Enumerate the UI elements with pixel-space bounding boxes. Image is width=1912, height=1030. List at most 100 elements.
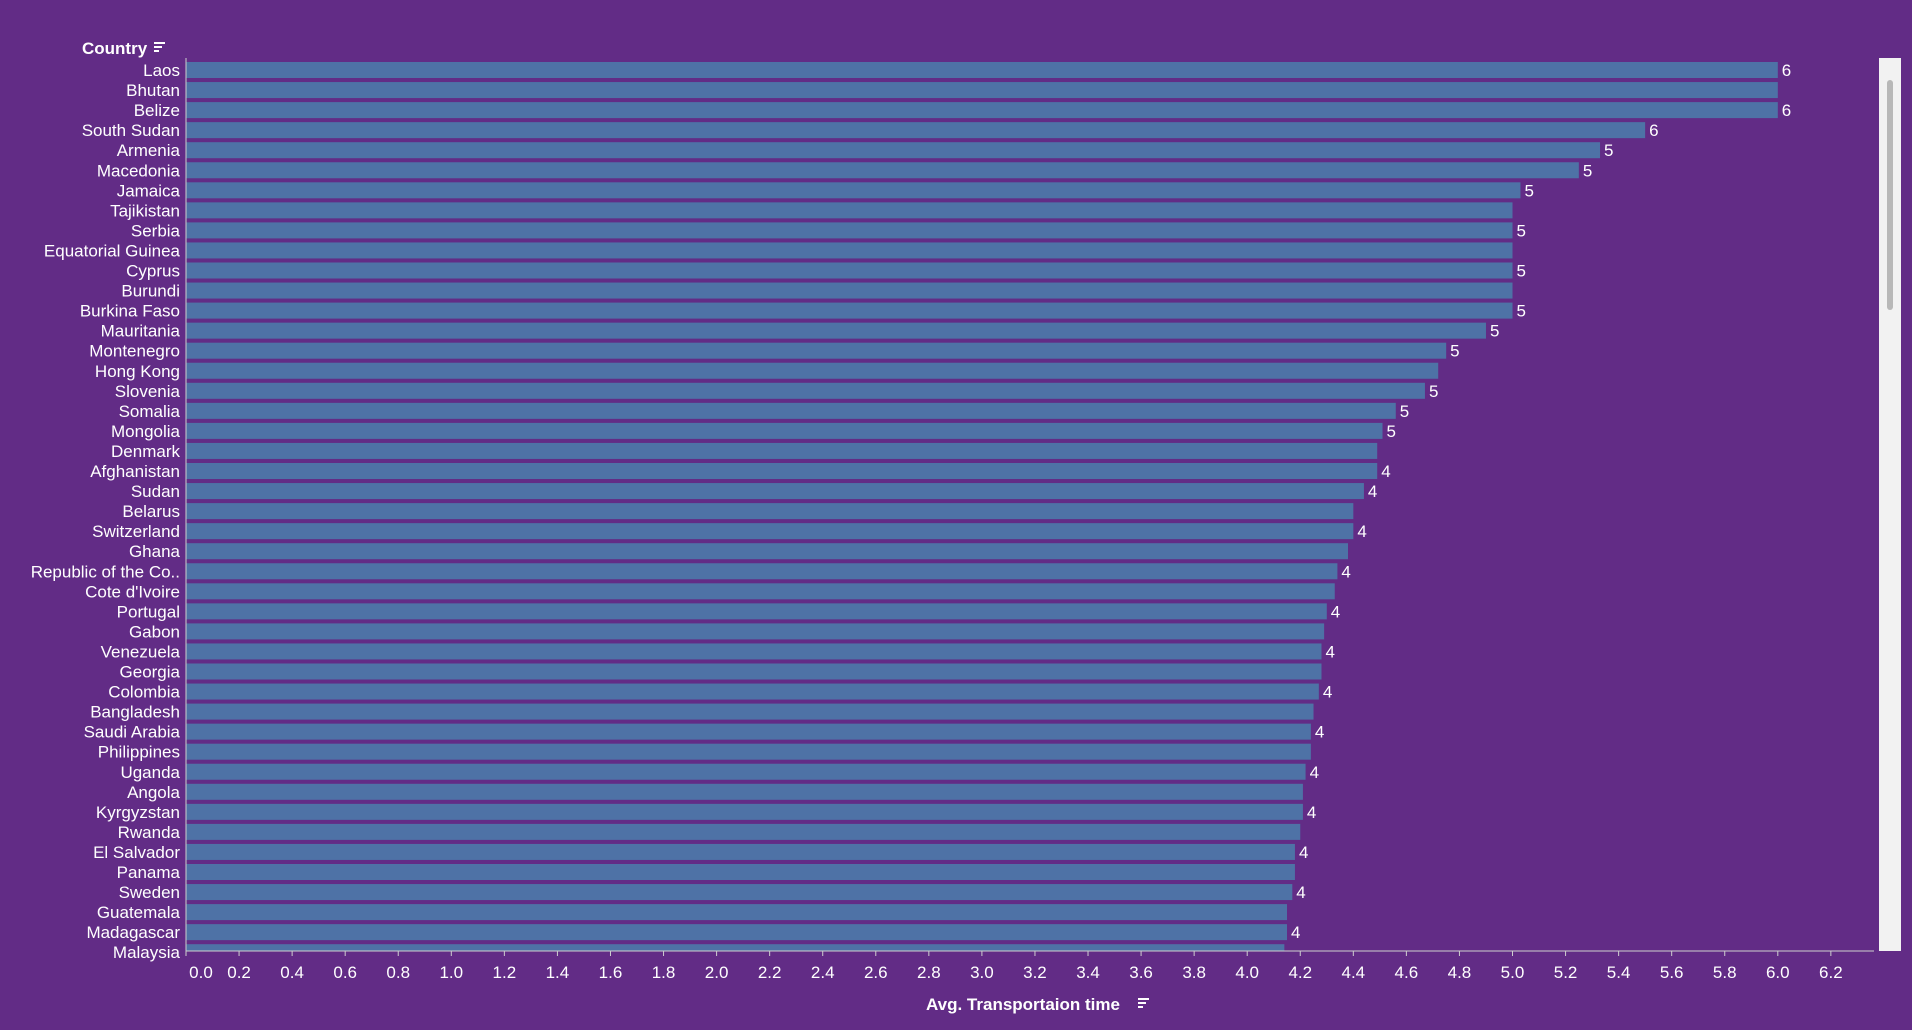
bar-row: Mongolia 5 xyxy=(111,422,1396,441)
bar[interactable] xyxy=(186,402,1396,419)
bar[interactable] xyxy=(186,543,1349,560)
data-label: 4 xyxy=(1296,883,1305,902)
x-tick-label: 3.6 xyxy=(1129,963,1153,982)
bar[interactable] xyxy=(186,463,1378,479)
bar[interactable] xyxy=(186,82,1778,99)
bar[interactable] xyxy=(186,843,1295,860)
data-label: 5 xyxy=(1604,141,1613,160)
bar[interactable] xyxy=(186,683,1319,700)
category-label: Georgia xyxy=(120,663,181,682)
bar[interactable] xyxy=(186,703,1314,720)
bar[interactable] xyxy=(186,62,1778,78)
data-label: 4 xyxy=(1325,642,1334,661)
bar[interactable] xyxy=(186,322,1486,339)
bar[interactable] xyxy=(186,743,1311,760)
x-axis-sort-icon[interactable] xyxy=(1138,998,1149,1008)
bar[interactable] xyxy=(186,302,1513,319)
y-axis-sort-icon[interactable] xyxy=(154,42,165,52)
bar-row: Kyrgyzstan 4 xyxy=(96,803,1316,822)
bar[interactable] xyxy=(186,803,1303,820)
bar[interactable] xyxy=(186,643,1322,660)
x-tick-label: 3.0 xyxy=(970,963,994,982)
bar-row: Montenegro 5 xyxy=(89,342,1459,361)
data-label: 4 xyxy=(1368,482,1377,501)
bar[interactable] xyxy=(186,603,1327,620)
bar-row: Mauritania 5 xyxy=(101,322,1500,341)
scrollbar-thumb[interactable] xyxy=(1887,80,1893,310)
category-label: Venezuela xyxy=(101,642,181,661)
bar[interactable] xyxy=(186,142,1601,159)
bar[interactable] xyxy=(186,442,1378,459)
bar-row: Cote d'Ivoire xyxy=(85,582,1335,601)
data-label: 4 xyxy=(1299,843,1308,862)
bar-row: Sudan 4 xyxy=(131,482,1378,501)
x-tick-label: 5.4 xyxy=(1607,963,1631,982)
bar-row: Malaysia xyxy=(113,943,1285,962)
x-tick-label: 0.8 xyxy=(386,963,410,982)
bar[interactable] xyxy=(186,623,1325,640)
bar[interactable] xyxy=(186,222,1513,239)
bar[interactable] xyxy=(186,823,1301,840)
bar[interactable] xyxy=(186,342,1447,359)
category-label: Malaysia xyxy=(113,943,181,962)
bar-row: Belize 6 xyxy=(134,101,1792,120)
bar[interactable] xyxy=(186,864,1295,880)
category-label: Equatorial Guinea xyxy=(44,241,181,260)
category-label: Burundi xyxy=(121,282,180,301)
bar-row: Cyprus 5 xyxy=(126,262,1526,281)
x-tick-label: 0.0 xyxy=(189,963,213,982)
bar-row: Afghanistan 4 xyxy=(90,462,1390,481)
category-label: Belarus xyxy=(122,502,180,521)
vertical-scrollbar[interactable] xyxy=(1879,58,1901,951)
data-label: 5 xyxy=(1490,322,1499,341)
bar[interactable] xyxy=(186,563,1338,580)
bar-row: Republic of the Co.. 4 xyxy=(31,562,1351,581)
bar[interactable] xyxy=(186,262,1513,279)
bar[interactable] xyxy=(186,944,1285,951)
category-label: Mongolia xyxy=(111,422,181,441)
category-label: Republic of the Co.. xyxy=(31,562,180,581)
bar[interactable] xyxy=(186,503,1354,520)
bar[interactable] xyxy=(186,242,1513,259)
bar-row: Somalia 5 xyxy=(119,402,1410,421)
category-label: Angola xyxy=(127,783,180,802)
category-label: Jamaica xyxy=(117,181,181,200)
x-tick-label: 2.6 xyxy=(864,963,888,982)
bar[interactable] xyxy=(186,382,1425,399)
bar[interactable] xyxy=(186,422,1383,439)
category-label: El Salvador xyxy=(93,843,180,862)
bar[interactable] xyxy=(186,162,1579,179)
x-tick-label: 0.4 xyxy=(280,963,304,982)
data-label: 5 xyxy=(1583,161,1592,180)
bar[interactable] xyxy=(186,783,1303,800)
bar[interactable] xyxy=(186,282,1513,299)
bar[interactable] xyxy=(186,102,1778,119)
bar-row: South Sudan 6 xyxy=(82,121,1659,140)
category-label: Afghanistan xyxy=(90,462,180,481)
x-tick-label: 5.2 xyxy=(1554,963,1578,982)
y-axis-title: Country xyxy=(82,39,148,58)
data-label: 4 xyxy=(1307,803,1316,822)
x-tick-label: 5.8 xyxy=(1713,963,1737,982)
bar[interactable] xyxy=(186,663,1322,680)
bar[interactable] xyxy=(186,483,1364,500)
bar[interactable] xyxy=(186,763,1306,780)
bar[interactable] xyxy=(186,583,1335,600)
bar[interactable] xyxy=(186,122,1646,139)
bar[interactable] xyxy=(186,182,1521,199)
category-label: Mauritania xyxy=(101,322,181,341)
bar-row: Armenia 5 xyxy=(117,141,1614,160)
bar[interactable] xyxy=(186,723,1311,740)
bar[interactable] xyxy=(186,523,1354,540)
bar[interactable] xyxy=(186,904,1287,921)
bar[interactable] xyxy=(186,884,1293,901)
category-label: Sudan xyxy=(131,482,180,501)
bar[interactable] xyxy=(186,362,1439,379)
category-label: Switzerland xyxy=(92,522,180,541)
bar[interactable] xyxy=(186,924,1287,941)
x-tick-label: 4.2 xyxy=(1288,963,1312,982)
bar-row: Colombia 4 xyxy=(108,683,1332,702)
x-tick-label: 5.6 xyxy=(1660,963,1684,982)
category-label: Denmark xyxy=(111,442,180,461)
bar[interactable] xyxy=(186,202,1513,219)
